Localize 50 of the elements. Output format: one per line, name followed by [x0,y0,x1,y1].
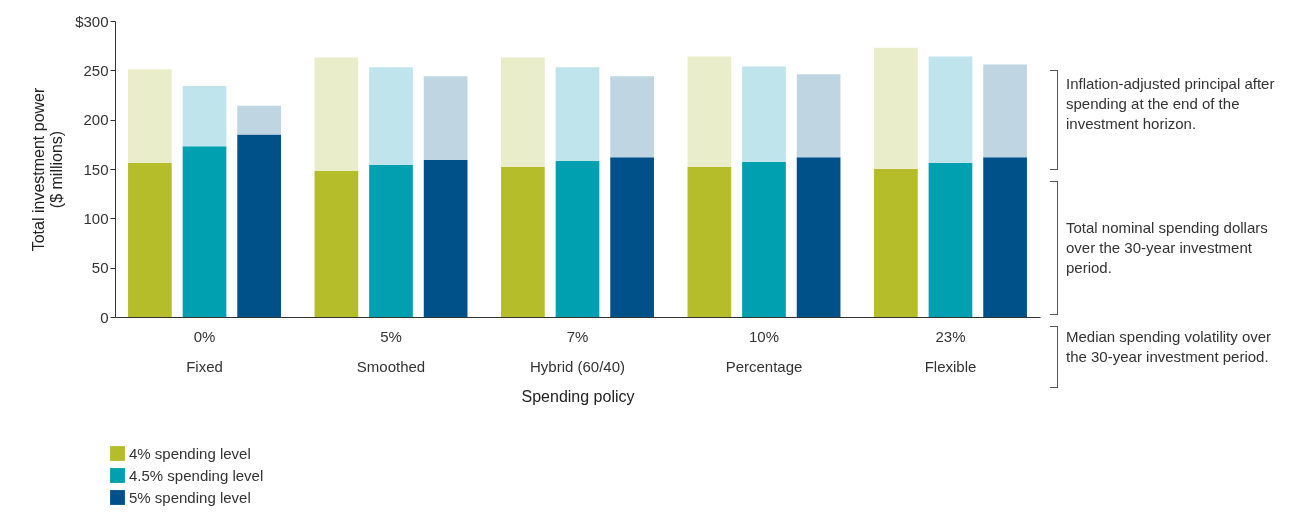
y-tick-label: 50 [91,259,109,277]
bar [314,57,359,171]
y-tick-label: 250 [83,61,109,79]
x-tick-label: 23% Flexible [924,327,977,375]
x-tick-label: 10% Percentage [725,327,803,375]
bar [796,74,841,158]
bar [182,146,227,317]
bar [128,163,172,317]
bar [423,76,468,161]
bar [874,47,918,169]
bar [687,56,732,168]
text: Median spending volatility over the 30-year investment period. [1066,327,1273,367]
y-tick-label: $300 [75,12,109,30]
bar [237,105,281,135]
bar [983,64,1027,158]
bar [874,169,918,317]
bar [423,160,468,317]
legend-label: 5% spending level [129,488,251,506]
x-tick-label: 7% Hybrid (60/40) [529,327,626,375]
y-tick-label: 0 [100,308,109,326]
bar [742,162,786,317]
bar [237,134,281,317]
y-tick-label: 100 [83,209,109,227]
x-axis-title: Spending policy [521,387,635,405]
x-tick-label: 5% Smoothed [356,327,426,375]
text: Total nominal spending dollars over the 30-year investment period. [1066,218,1269,278]
legend-label: 4.5% spending level [129,466,264,484]
bar [369,67,413,166]
bar [687,167,732,317]
bar [928,163,973,317]
y-axis-title: Total investment power ($ millions) [30,87,66,252]
bar [182,86,227,147]
text: Inflation-adjusted principal after spending at the end of the investment horizon. [1066,74,1276,134]
y-tick-label: 200 [83,111,109,129]
bar [314,170,359,317]
bar [555,161,600,317]
bar [501,167,545,317]
bar [128,69,172,164]
bar [742,66,786,163]
bar [501,57,545,168]
bar [610,157,654,317]
bar [928,56,973,164]
bar [796,157,841,317]
y-tick-label: 150 [83,160,109,178]
bar [555,67,600,162]
bar [610,76,654,158]
x-tick-label: 0% Fixed [186,327,223,375]
bar [983,157,1027,317]
bar [369,165,413,317]
legend-label: 4% spending level [129,444,251,462]
